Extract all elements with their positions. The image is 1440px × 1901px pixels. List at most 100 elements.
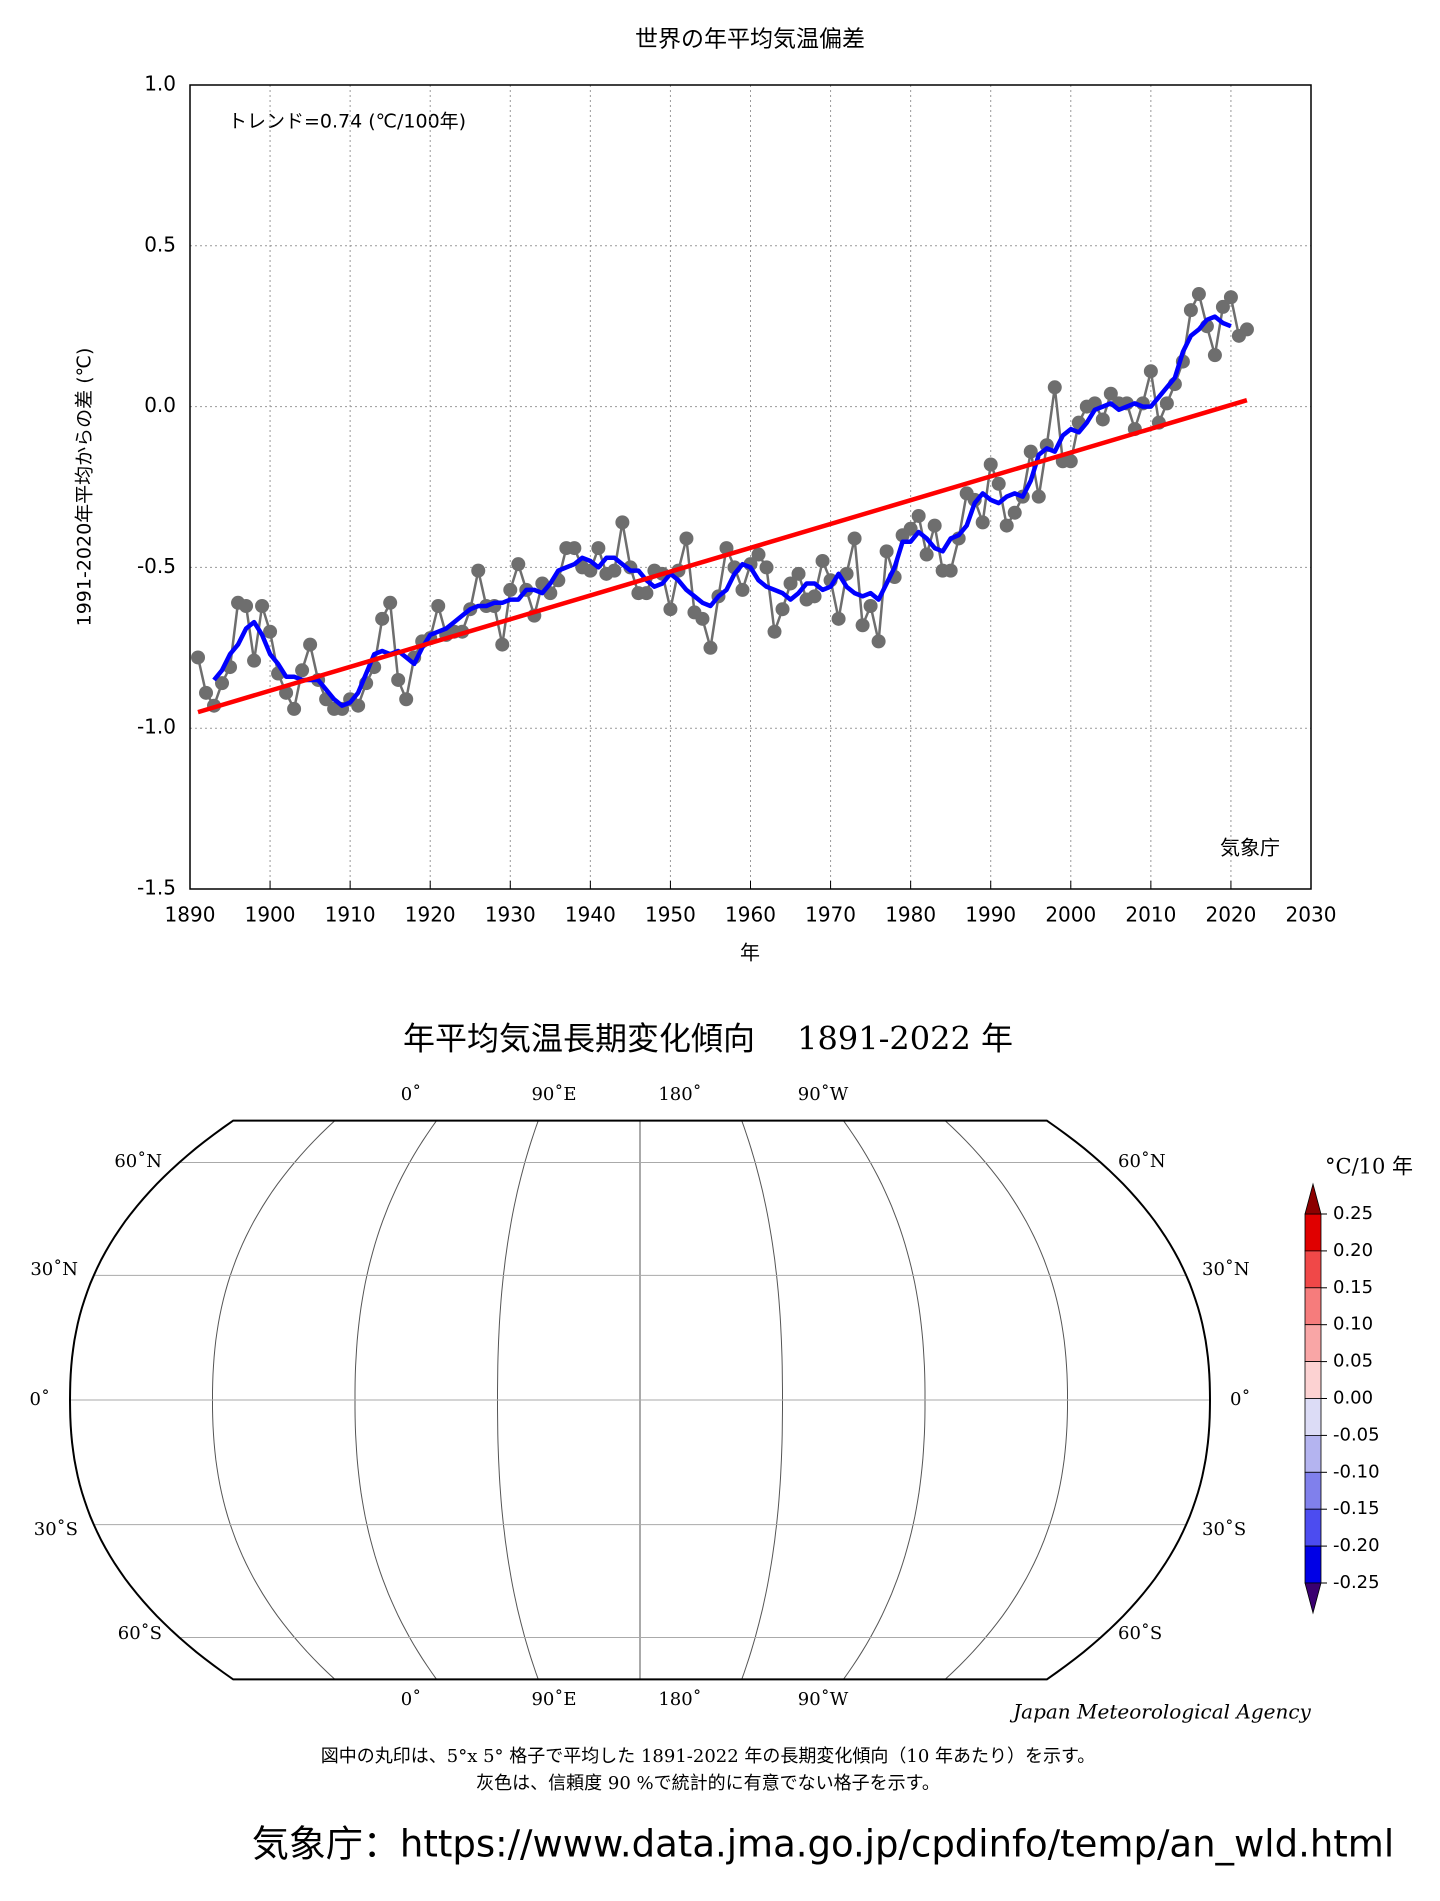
colorbar-tick-label: 0.05: [1333, 1351, 1373, 1372]
y-tick-label: 0.5: [144, 232, 176, 256]
data-point: [399, 692, 414, 707]
data-point: [567, 541, 582, 556]
footer: 気象庁：https://www.data.jma.go.jp/cpdinfo/t…: [252, 1823, 1394, 1866]
colorbar-over: [1304, 1182, 1322, 1215]
data-point: [679, 531, 694, 546]
lat-label: 30˚N: [1202, 1258, 1250, 1280]
data-point: [1159, 396, 1174, 411]
data-point: [1095, 412, 1110, 427]
data-point: [1183, 303, 1198, 318]
lon-label: 180˚: [658, 1688, 701, 1710]
lon-label: 90˚E: [531, 1083, 576, 1105]
data-point: [815, 553, 830, 568]
plot-frame: [189, 84, 1312, 890]
y-tick-label: -1.0: [137, 715, 176, 739]
colorbar-bin: [1304, 1361, 1322, 1399]
lat-label: 60˚S: [118, 1622, 162, 1644]
lat-label: 30˚S: [1202, 1518, 1246, 1540]
y-tick-label: 0.0: [144, 393, 176, 417]
chart-title: 世界の年平均気温偏差: [635, 27, 865, 53]
data-point: [287, 701, 302, 716]
data-point: [511, 557, 526, 572]
data-point: [431, 598, 446, 613]
colorbar-tick-label: -0.25: [1333, 1572, 1380, 1593]
x-tick-label: 2010: [1125, 903, 1176, 927]
y-axis-label: 1991-2020年平均からの差 (℃): [74, 348, 96, 627]
data-point: [1007, 505, 1022, 520]
data-point: [1103, 386, 1118, 401]
x-tick-label: 2000: [1045, 903, 1096, 927]
data-point: [807, 589, 822, 604]
map-title: 年平均気温長期変化傾向 1891-2022 年: [403, 1020, 1013, 1058]
lat-label: 30˚S: [34, 1518, 78, 1540]
series-line: [196, 292, 1248, 711]
lon-label: 90˚E: [531, 1688, 576, 1710]
data-point: [615, 515, 630, 530]
colorbar-bin: [1304, 1508, 1322, 1547]
data-point: [775, 602, 790, 617]
data-point: [855, 618, 870, 633]
caption-line: 灰色は、信頼度 90 %で統計的に有意でない格子を示す。: [476, 1773, 940, 1794]
data-point: [879, 544, 894, 559]
colorbar-tick-label: 0.25: [1333, 1203, 1373, 1224]
y-tick-label: -0.5: [137, 554, 176, 578]
x-tick-label: 1940: [565, 903, 616, 927]
data-point: [847, 531, 862, 546]
caption-line: 図中の丸印は、5°x 5° 格子で平均した 1891-2022 年の長期変化傾向…: [321, 1746, 1095, 1767]
data-point: [999, 518, 1014, 533]
data-point: [1239, 322, 1254, 337]
data-point: [871, 634, 886, 649]
x-tick-label: 1950: [645, 903, 696, 927]
lat-label: 30˚N: [30, 1258, 78, 1280]
data-point: [247, 653, 262, 668]
lat-label: 60˚S: [1118, 1622, 1162, 1644]
data-point: [751, 547, 766, 562]
data-point: [943, 563, 958, 578]
data-point: [351, 698, 366, 713]
colorbar-under: [1304, 1582, 1322, 1615]
colorbar-tick-label: -0.15: [1333, 1498, 1380, 1519]
x-tick-label: 1920: [405, 903, 456, 927]
data-point: [1223, 290, 1238, 305]
x-tick-label: 1910: [325, 903, 376, 927]
x-tick-label: 1900: [245, 903, 296, 927]
data-point: [471, 563, 486, 578]
data-point: [215, 676, 230, 691]
x-tick-label: 1890: [165, 903, 216, 927]
colorbar-title: °C/10 年: [1325, 1155, 1413, 1179]
data-point: [239, 598, 254, 613]
data-point: [503, 582, 518, 597]
data-point: [1047, 380, 1062, 395]
data-point: [903, 521, 918, 536]
data-point: [791, 566, 806, 581]
data-point: [495, 637, 510, 652]
data-point: [735, 582, 750, 597]
data-point: [1023, 444, 1038, 459]
x-tick-label: 1960: [725, 903, 776, 927]
data-point: [279, 685, 294, 700]
data-point: [759, 560, 774, 575]
colorbar-bin: [1304, 1398, 1322, 1436]
colorbar-tick-label: 0.10: [1333, 1314, 1373, 1335]
source: 気象庁: [1220, 836, 1280, 860]
map-outline: [68, 1119, 1212, 1681]
data-point: [703, 640, 718, 655]
data-point: [1207, 348, 1222, 363]
colorbar-tick-label: -0.10: [1333, 1461, 1380, 1482]
data-point: [663, 602, 678, 617]
x-axis-label: 年: [740, 941, 760, 965]
colorbar-tick-label: 0.15: [1333, 1277, 1373, 1298]
data-point: [255, 598, 270, 613]
data-point: [831, 611, 846, 626]
lon-label: 90˚W: [798, 1688, 849, 1710]
y-tick-label: -1.5: [137, 876, 176, 900]
lat-label: 0˚: [1230, 1388, 1250, 1410]
data-point: [591, 541, 606, 556]
data-point: [295, 663, 310, 678]
lon-label: 0˚: [401, 1688, 421, 1710]
colorbar-tick-label: -0.05: [1333, 1424, 1380, 1445]
data-point: [1215, 299, 1230, 314]
data-point: [583, 563, 598, 578]
colorbar-bin: [1304, 1471, 1322, 1510]
